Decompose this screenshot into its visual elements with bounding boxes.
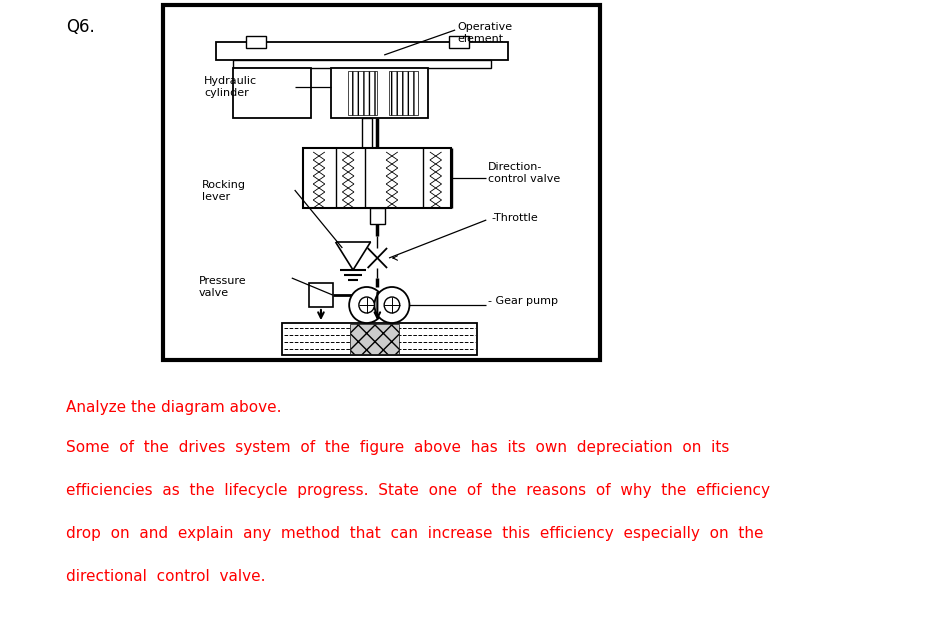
Bar xyxy=(362,118,372,148)
Text: Rocking
lever: Rocking lever xyxy=(203,180,246,202)
Text: Q6.: Q6. xyxy=(66,18,95,36)
Bar xyxy=(331,68,428,118)
Bar xyxy=(234,60,491,68)
Bar xyxy=(163,5,600,360)
Text: Operative
element: Operative element xyxy=(457,22,512,44)
Circle shape xyxy=(374,287,409,323)
Circle shape xyxy=(384,297,400,313)
Bar xyxy=(304,148,452,208)
Text: drop  on  and  explain  any  method  that  can  increase  this  efficiency  espe: drop on and explain any method that can … xyxy=(66,526,764,541)
Bar xyxy=(370,208,385,224)
Bar xyxy=(216,42,507,60)
Text: directional  control  valve.: directional control valve. xyxy=(66,569,266,584)
Bar xyxy=(350,324,399,354)
Text: Hydraulic
cylinder: Hydraulic cylinder xyxy=(205,76,257,97)
Text: Pressure
valve: Pressure valve xyxy=(198,276,246,298)
Bar xyxy=(389,71,418,115)
Bar xyxy=(246,36,266,48)
Bar xyxy=(449,36,469,48)
Bar xyxy=(234,68,311,118)
Circle shape xyxy=(359,297,374,313)
Text: Analyze the diagram above.: Analyze the diagram above. xyxy=(66,400,282,415)
Bar xyxy=(309,283,333,307)
Text: Direction-
control valve: Direction- control valve xyxy=(488,162,560,184)
Bar xyxy=(282,323,476,355)
Text: - Gear pump: - Gear pump xyxy=(488,296,558,306)
Text: Some  of  the  drives  system  of  the  figure  above  has  its  own  depreciati: Some of the drives system of the figure … xyxy=(66,440,730,455)
Text: -Throttle: -Throttle xyxy=(491,213,538,223)
Bar xyxy=(348,71,377,115)
Text: efficiencies  as  the  lifecycle  progress.  State  one  of  the  reasons  of  w: efficiencies as the lifecycle progress. … xyxy=(66,483,770,498)
Circle shape xyxy=(349,287,384,323)
